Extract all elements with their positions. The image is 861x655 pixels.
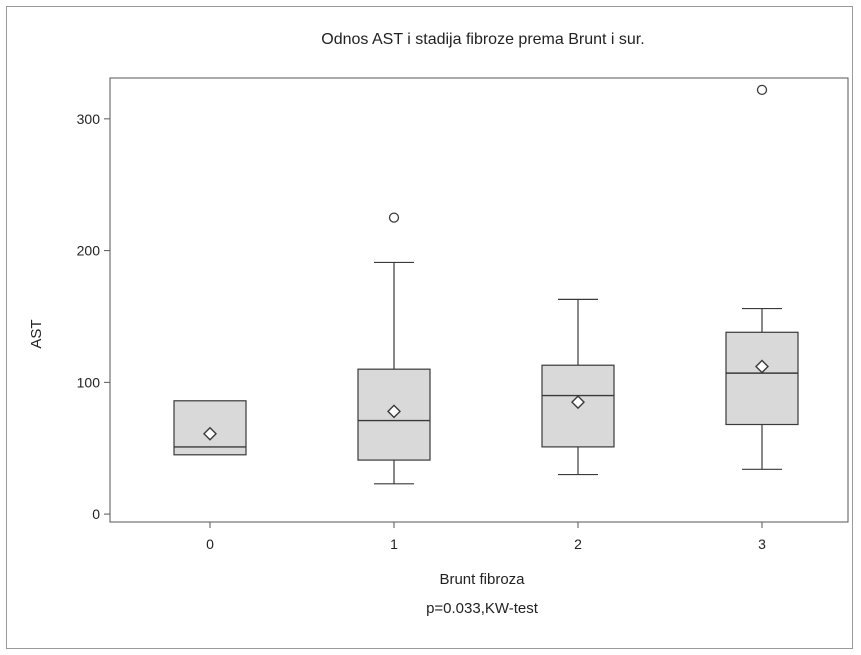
p-value-annotation: p=0.033,KW-test bbox=[426, 600, 539, 617]
plot-border bbox=[109, 77, 849, 523]
plot-area: 0 100 200 300 0 1 2 3 bbox=[77, 77, 849, 552]
box-iqr bbox=[725, 331, 799, 426]
outlier-point bbox=[756, 84, 768, 96]
x-axis-label: Brunt fibroza bbox=[439, 571, 525, 588]
x-tick-label: 3 bbox=[758, 536, 766, 552]
chart-frame bbox=[6, 6, 853, 649]
outlier-point bbox=[388, 212, 400, 223]
mean-marker bbox=[203, 426, 217, 441]
y-axis-label: AST bbox=[28, 319, 45, 348]
mean-marker bbox=[387, 404, 401, 419]
x-tick-label: 0 bbox=[206, 536, 214, 552]
y-tick-label: 200 bbox=[77, 243, 101, 259]
y-tick-label: 300 bbox=[77, 111, 101, 127]
y-tick-label: 0 bbox=[92, 506, 100, 522]
mean-marker bbox=[571, 395, 585, 410]
x-tick-label: 2 bbox=[574, 536, 582, 552]
mean-marker bbox=[755, 359, 769, 374]
x-tick-label: 1 bbox=[390, 536, 398, 552]
chart-title: Odnos AST i stadija fibroze prema Brunt … bbox=[321, 31, 644, 48]
y-tick-label: 100 bbox=[77, 374, 101, 390]
